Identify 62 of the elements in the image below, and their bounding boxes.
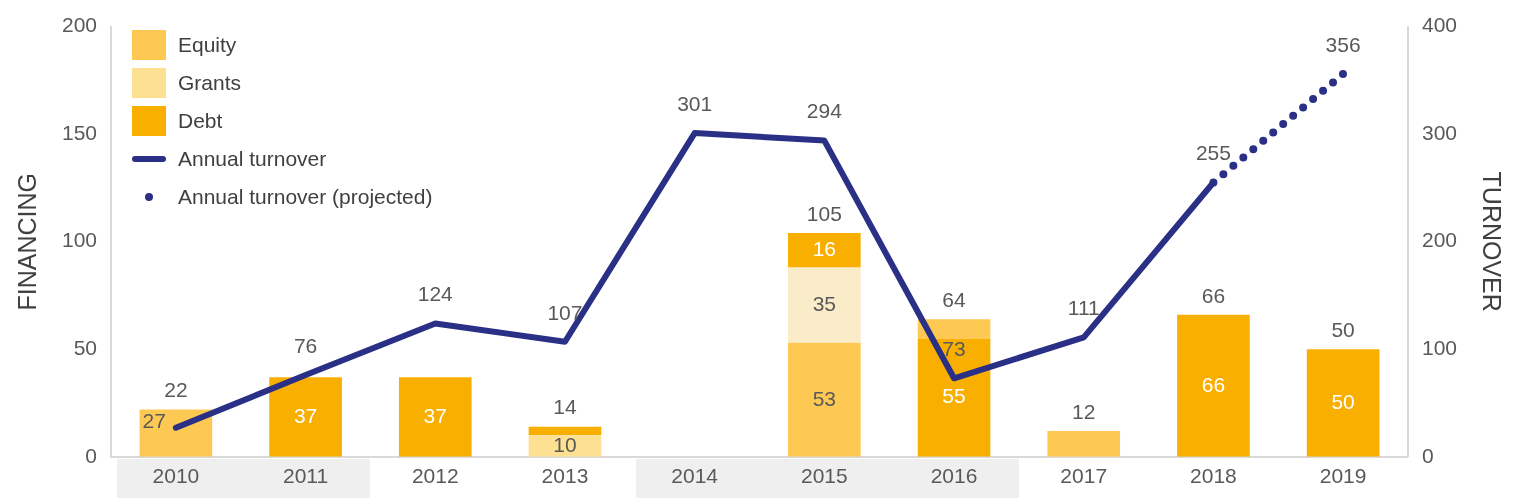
y-axis-title: FINANCING: [12, 172, 41, 311]
x-tick-label: 2010: [152, 464, 200, 488]
y2-tick-label: 0: [1421, 443, 1434, 467]
total-label: 50: [1331, 318, 1355, 342]
total-label: 22: [164, 378, 188, 402]
bar: [1306, 349, 1380, 457]
x-tick-label: 2013: [541, 464, 589, 488]
data-label: 37: [293, 403, 318, 427]
data-label: 255: [1195, 141, 1231, 165]
bar: [788, 342, 861, 457]
total-label: 64: [942, 287, 967, 311]
x-tick-label: 2011: [282, 464, 329, 488]
y2-tick-label: 300: [1421, 120, 1458, 144]
total-label: 66: [1201, 283, 1226, 307]
y2-axis-title: TURNOVER: [1478, 171, 1507, 312]
y2-tick-label: 200: [1421, 228, 1458, 252]
data-label: 66: [1201, 372, 1226, 396]
legend-label: Grants: [178, 71, 242, 95]
legend-label: Debt: [178, 109, 223, 133]
data-label: 37: [423, 403, 447, 427]
y2-tick-label: 400: [1421, 13, 1458, 37]
total-label: 105: [806, 201, 842, 225]
data-label: 356: [1325, 32, 1361, 56]
bar: [269, 377, 342, 457]
bar: [788, 233, 861, 268]
data-label: 294: [806, 99, 843, 123]
bar: [528, 426, 602, 436]
bar: [788, 267, 861, 343]
data-label: 50: [1331, 389, 1355, 413]
y-tick-label: 100: [61, 228, 98, 252]
legend-label: Equity: [178, 33, 237, 57]
x-tick-label: 2015: [800, 464, 848, 488]
total-label: 14: [553, 395, 577, 419]
data-label: 16: [812, 237, 837, 261]
bar: [398, 377, 472, 457]
y-tick-label: 50: [73, 336, 98, 360]
y-tick-label: 150: [61, 120, 98, 144]
legend-label: Annual turnover: [178, 147, 327, 171]
x-tick-label: 2017: [1060, 464, 1108, 488]
x-tick-label: 2018: [1190, 464, 1237, 488]
data-label: 124: [417, 282, 454, 306]
x-tick-label: 2016: [930, 464, 978, 488]
data-label: 107: [547, 300, 583, 324]
x-tick-label: 2019: [1319, 464, 1367, 488]
bar: [1177, 314, 1250, 457]
data-label: 111: [1067, 296, 1100, 320]
legend-label: Annual turnover (projected): [178, 185, 433, 209]
y-tick-label: 0: [85, 443, 98, 467]
data-label: 53: [812, 386, 837, 410]
total-label: 12: [1072, 399, 1096, 423]
data-label: 76: [293, 333, 318, 357]
data-label: 301: [677, 91, 713, 115]
data-label: 35: [812, 291, 837, 315]
data-label: 73: [942, 337, 966, 361]
data-label: 10: [553, 432, 577, 456]
y-tick-label: 200: [61, 13, 98, 37]
x-tick-label: 2012: [411, 464, 459, 488]
data-label: 27: [142, 408, 166, 432]
x-tick-label: 2014: [671, 464, 719, 488]
data-label: 55: [942, 384, 966, 408]
bar: [1047, 430, 1121, 457]
y2-tick-label: 100: [1421, 336, 1458, 360]
